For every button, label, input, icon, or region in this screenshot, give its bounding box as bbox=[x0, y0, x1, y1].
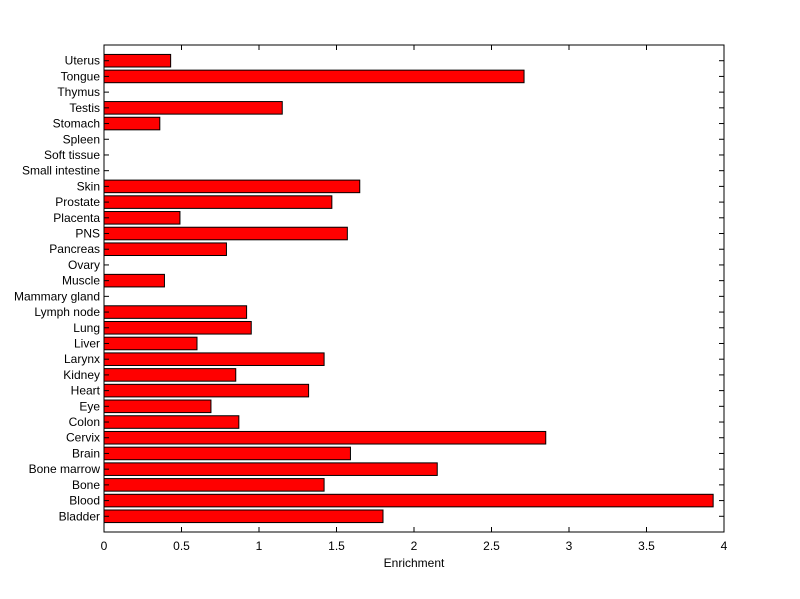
bar-blood bbox=[103, 493, 714, 508]
bar-kidney bbox=[103, 368, 237, 382]
bar-placenta bbox=[103, 211, 181, 225]
y-tick-label: Liver bbox=[74, 336, 100, 350]
y-tick-label: Bladder bbox=[59, 509, 100, 523]
x-tick-labels: 0 0.5 1 1.5 2 2.5 3 3.5 4 bbox=[101, 539, 728, 553]
x-tick-label: 0 bbox=[101, 539, 108, 553]
bar-bladder bbox=[103, 509, 384, 524]
y-tick-label: Blood bbox=[69, 494, 100, 508]
bar-brain bbox=[103, 446, 351, 461]
y-tick-label: Bone marrow bbox=[29, 462, 101, 476]
x-tick-label: 0.5 bbox=[173, 539, 190, 553]
y-tick-label: Heart bbox=[71, 384, 101, 398]
y-tick-label: Thymus bbox=[57, 85, 100, 99]
bar-testis bbox=[103, 101, 283, 115]
y-tick-label: Eye bbox=[79, 399, 100, 413]
y-tick-label: Lymph node bbox=[34, 305, 100, 319]
bar-stomach bbox=[103, 116, 161, 131]
x-tick-label: 1.5 bbox=[328, 539, 345, 553]
bar-heart bbox=[103, 383, 310, 398]
bar-tongue bbox=[103, 69, 525, 84]
y-tick-label: Brain bbox=[72, 446, 100, 460]
x-tick-label: 4 bbox=[721, 539, 728, 553]
y-tick-label: Larynx bbox=[64, 352, 100, 366]
y-tick-label: Muscle bbox=[62, 274, 100, 288]
y-tick-label: Colon bbox=[69, 415, 100, 429]
y-tick-label: Tongue bbox=[61, 69, 101, 83]
y-tick-label: Pancreas bbox=[49, 242, 100, 256]
bar-colon bbox=[103, 415, 240, 429]
bar-bone bbox=[103, 478, 325, 492]
y-tick-label: Skin bbox=[77, 179, 100, 193]
y-tick-label: Prostate bbox=[55, 195, 100, 209]
y-tick-label: Stomach bbox=[53, 117, 100, 131]
plot-frame bbox=[103, 44, 725, 533]
x-axis-label: Enrichment bbox=[384, 556, 445, 570]
y-tick-label: Cervix bbox=[66, 431, 100, 445]
bar-larynx bbox=[103, 352, 325, 366]
bar-liver bbox=[103, 336, 198, 351]
x-tick-label: 3.5 bbox=[638, 539, 655, 553]
y-tick-label: Small intestine bbox=[22, 164, 100, 178]
y-tick-label: Bone bbox=[72, 478, 100, 492]
y-tick-label: PNS bbox=[75, 227, 100, 241]
bar-muscle bbox=[103, 273, 165, 288]
x-tick-label: 2.5 bbox=[483, 539, 500, 553]
x-tick-label: 3 bbox=[566, 539, 573, 553]
bar-prostate bbox=[103, 195, 333, 209]
y-tick-label: Kidney bbox=[63, 368, 100, 382]
bar-lymph-node bbox=[103, 305, 248, 319]
y-tick-label: Lung bbox=[73, 321, 100, 335]
bar-lung bbox=[103, 320, 252, 335]
bar-bone-marrow bbox=[103, 462, 438, 476]
y-tick-label: Soft tissue bbox=[44, 148, 100, 162]
bar-skin bbox=[103, 179, 361, 194]
y-tick-label: Placenta bbox=[53, 211, 100, 225]
y-tick-label: Ovary bbox=[68, 258, 100, 272]
bar-cervix bbox=[103, 430, 547, 445]
x-tick-label: 2 bbox=[411, 539, 418, 553]
ticks-group bbox=[103, 45, 725, 532]
y-tick-label: Mammary gland bbox=[14, 289, 100, 303]
y-tick-label: Testis bbox=[69, 101, 100, 115]
bar-pancreas bbox=[103, 242, 227, 257]
y-tick-label: Spleen bbox=[63, 132, 100, 146]
y-tick-label: Uterus bbox=[65, 54, 100, 68]
bar-pns bbox=[103, 226, 348, 241]
bar-eye bbox=[103, 399, 212, 414]
x-tick-label: 1 bbox=[256, 539, 263, 553]
bar-uterus bbox=[103, 53, 172, 68]
